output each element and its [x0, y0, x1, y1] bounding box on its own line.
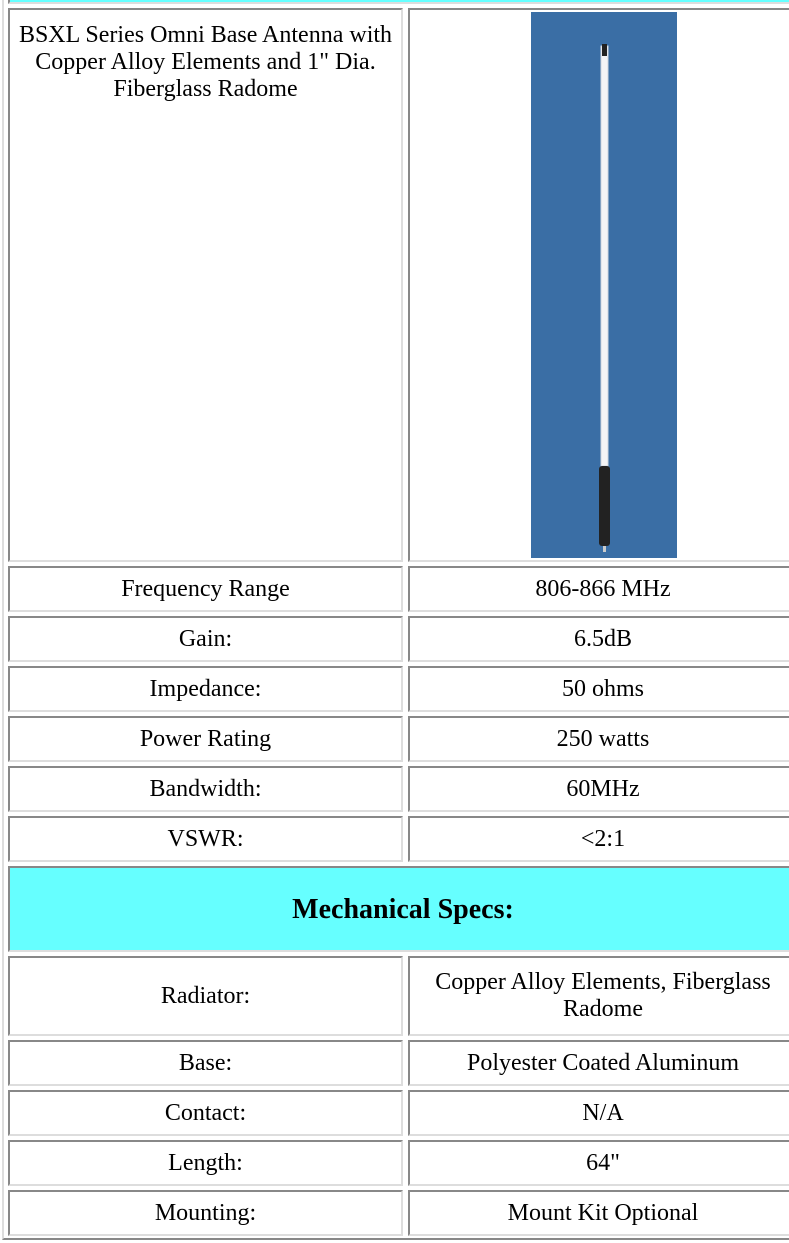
image-cell	[408, 8, 789, 562]
label-cell-text: Power Rating	[139, 725, 272, 752]
antenna-image	[531, 12, 677, 558]
label-cell: Power Rating	[8, 716, 403, 762]
value-cell: 60MHz	[408, 766, 789, 812]
value-cell-text: 6.5dB	[573, 625, 632, 652]
description-cell: BSXL Series Omni Base Antenna with Coppe…	[8, 8, 403, 562]
value-cell-text: N/A	[582, 1099, 624, 1126]
label-cell: Bandwidth:	[8, 766, 403, 812]
section-header-text: Mechanical Specs:	[292, 893, 514, 925]
value-cell-text: Polyester Coated Aluminum	[467, 1049, 739, 1076]
label-cell: Radiator:	[8, 956, 403, 1036]
label-cell: Impedance:	[8, 666, 403, 712]
label-cell-text: Mounting:	[154, 1199, 257, 1226]
label-cell: Gain:	[8, 616, 403, 662]
label-cell: VSWR:	[8, 816, 403, 862]
value-cell-text: Copper Alloy Elements, Fiberglass Radome	[435, 969, 771, 1022]
value-cell: 64"	[408, 1140, 789, 1186]
value-cell: <2:1	[408, 816, 789, 862]
value-cell: N/A	[408, 1090, 789, 1136]
description: BSXL Series Omni Base Antenna with Coppe…	[18, 22, 393, 102]
value-cell: 50 ohms	[408, 666, 789, 712]
label-cell: Frequency Range	[8, 566, 403, 612]
value-cell-text: 50 ohms	[561, 675, 644, 702]
value-cell-text: 806-866 MHz	[535, 575, 671, 602]
value-cell-text: Mount Kit Optional	[507, 1199, 699, 1226]
value-cell: 806-866 MHz	[408, 566, 789, 612]
label-cell-text: Length:	[168, 1149, 243, 1176]
value-cell: Copper Alloy Elements, Fiberglass Radome	[408, 956, 789, 1036]
value-cell-text: 64"	[586, 1149, 620, 1176]
section-header: Mechanical Specs:	[8, 866, 789, 952]
value-cell: Mount Kit Optional	[408, 1190, 789, 1236]
label-cell-text: Base:	[178, 1049, 233, 1076]
label-cell: Base:	[8, 1040, 403, 1086]
value-cell: Polyester Coated Aluminum	[408, 1040, 789, 1086]
label-cell: Mounting:	[8, 1190, 403, 1236]
value-cell-text: 250 watts	[556, 725, 650, 752]
label-cell-text: Radiator:	[160, 982, 251, 1009]
label-cell: Length:	[8, 1140, 403, 1186]
value-cell: 250 watts	[408, 716, 789, 762]
label-cell-text: Contact:	[164, 1099, 247, 1126]
label-cell-text: Bandwidth:	[149, 775, 262, 802]
label-cell: Contact:	[8, 1090, 403, 1136]
label-cell-text: VSWR:	[167, 825, 244, 852]
label-cell-text: Gain:	[178, 625, 233, 652]
label-cell-text: Frequency Range	[121, 575, 290, 602]
value-cell-text: 60MHz	[566, 775, 640, 802]
value-cell: 6.5dB	[408, 616, 789, 662]
value-cell-text: <2:1	[580, 825, 626, 852]
label-cell-text: Impedance:	[149, 675, 262, 702]
top-header-strip	[8, 0, 789, 4]
